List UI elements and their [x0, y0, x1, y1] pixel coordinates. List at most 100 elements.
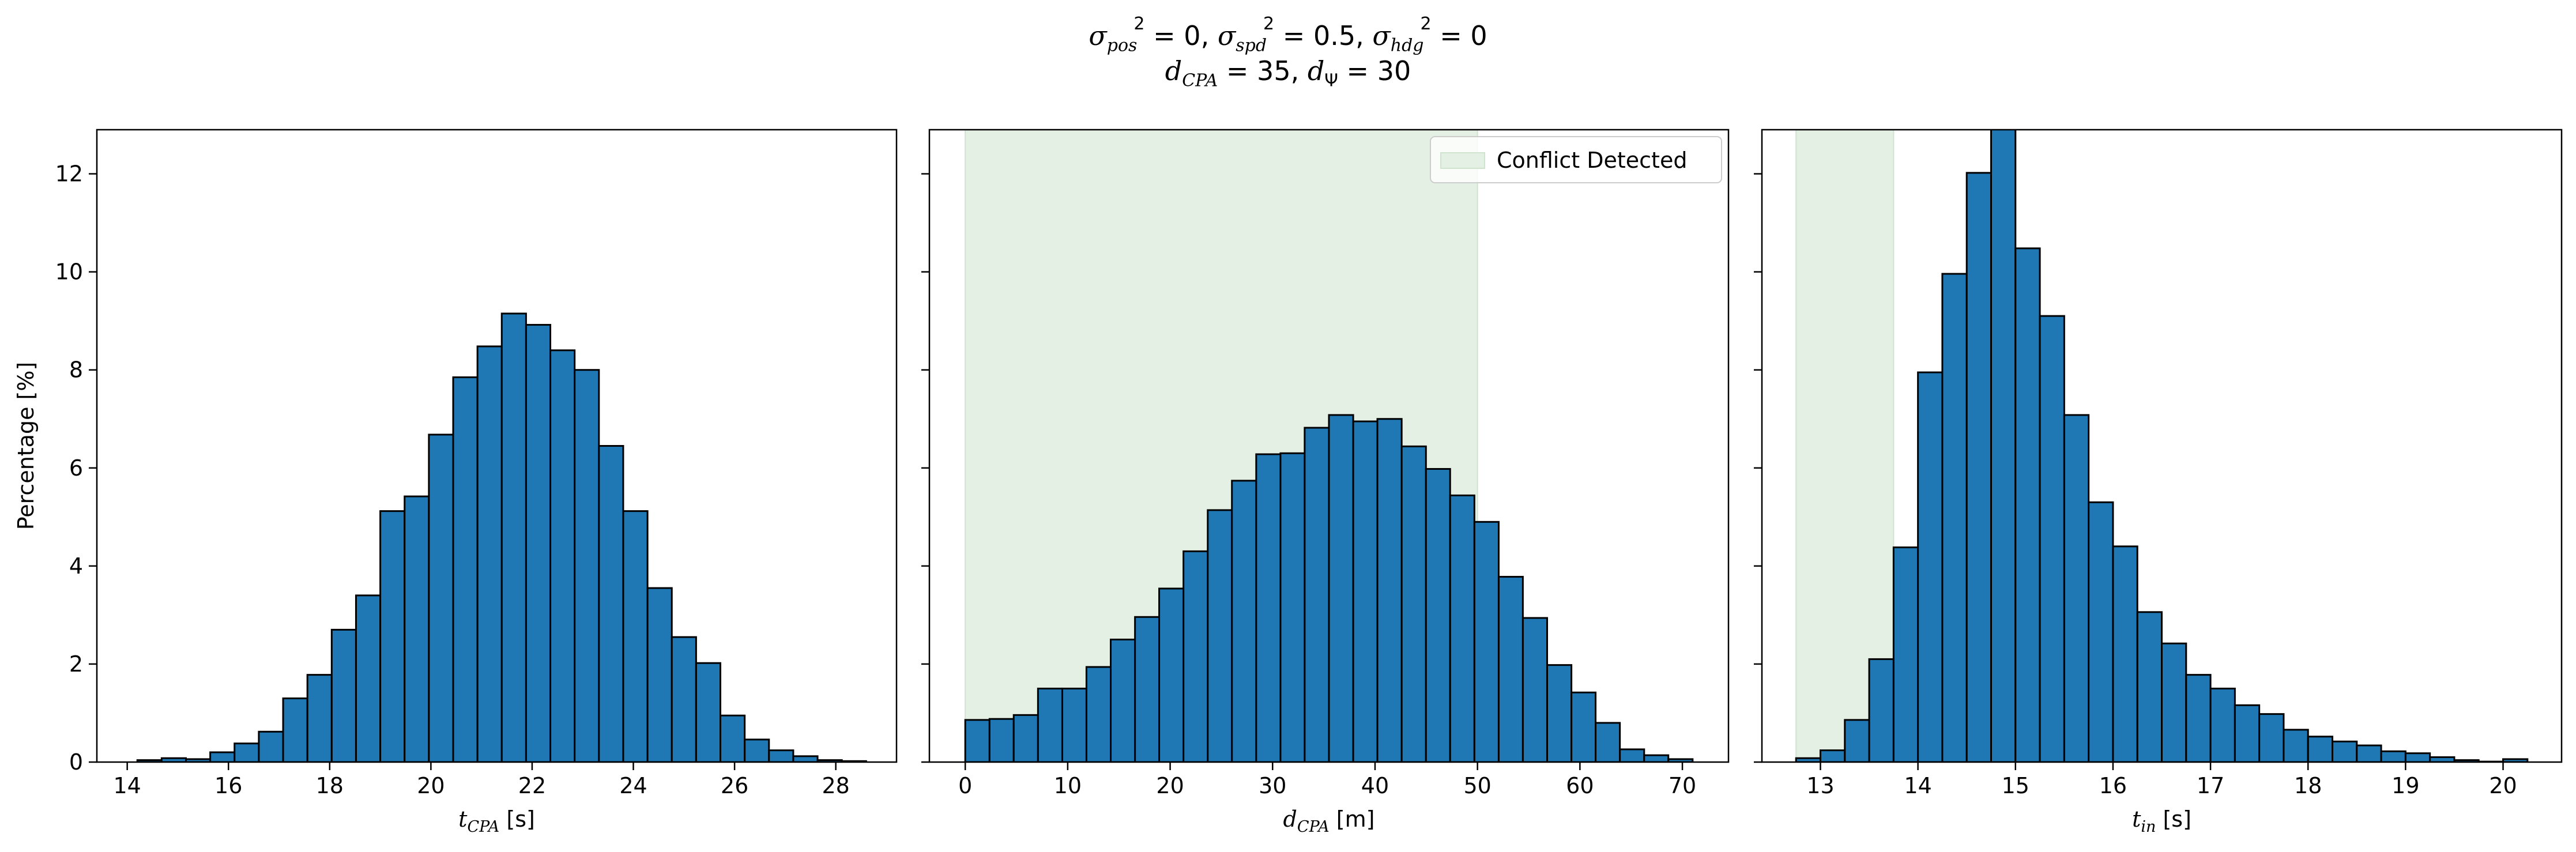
sigma-pos-value: 0	[1184, 20, 1201, 51]
x-tick-label: 0	[958, 773, 972, 798]
histogram-bar	[1279, 452, 1306, 762]
histogram-bar	[1328, 414, 1354, 762]
y-tick-label: 10	[55, 259, 83, 285]
histogram-bar	[598, 445, 624, 762]
x-tick-label: 28	[822, 773, 849, 798]
x-axis-label: tCPA [s]	[458, 806, 535, 836]
histogram-bar	[2429, 756, 2456, 762]
histogram-bar	[622, 510, 649, 762]
x-axis-label: dCPA [m]	[1283, 806, 1375, 836]
histogram-bar	[1255, 453, 1282, 762]
histogram-bar	[1182, 550, 1209, 762]
histogram-bar	[549, 349, 576, 762]
x-axis-label: tin [s]	[2132, 806, 2191, 836]
histogram-bar	[988, 718, 1015, 762]
histogram-bar	[282, 697, 308, 762]
histogram-bar	[1037, 687, 1063, 762]
histogram-bar	[404, 495, 430, 762]
histogram-bar	[1546, 664, 1573, 762]
d-psi-value: 30	[1377, 55, 1411, 86]
histogram-bar	[1522, 617, 1548, 762]
y-tick-label: 6	[69, 455, 83, 481]
axes-frame	[96, 129, 898, 763]
histogram-bar	[476, 345, 503, 762]
histogram-bar	[792, 755, 819, 762]
x-tick-label: 14	[113, 773, 141, 798]
histogram-bar	[1667, 758, 1694, 762]
histogram-bar	[1425, 468, 1451, 762]
histogram-bar	[1868, 658, 1895, 762]
plot-area	[1795, 130, 2529, 762]
histogram-bar	[646, 587, 673, 762]
x-tick-label: 10	[1054, 773, 1082, 798]
x-tick-label: 50	[1463, 773, 1491, 798]
histogram-bar	[2404, 752, 2431, 762]
histogram-bar	[1643, 754, 1670, 762]
histogram-bar	[525, 323, 552, 762]
histogram-bar	[1473, 521, 1500, 762]
x-tick-label: 22	[518, 773, 546, 798]
histogram-bar	[744, 738, 770, 762]
x-tick-label: 18	[316, 773, 344, 798]
histogram-bar	[428, 433, 454, 762]
conflict-detected-region	[1795, 130, 1895, 762]
histogram-bar	[452, 376, 479, 762]
suptitle-line-1: σpos2 = 0, σspd2 = 0.5, σhdg2 = 0	[1089, 14, 1487, 56]
histogram-bar	[1917, 371, 1944, 762]
histogram-bar	[768, 749, 794, 762]
legend-label: Conflict Detected	[1497, 148, 1687, 173]
histogram-bar	[1376, 418, 1403, 762]
histogram-bar	[1085, 666, 1112, 762]
histogram-bar	[2063, 414, 2090, 762]
histogram-bar	[1571, 691, 1597, 762]
histogram-bar	[1110, 638, 1136, 762]
x-tick-label: 26	[721, 773, 748, 798]
y-tick-label: 8	[69, 357, 83, 383]
plot-area	[136, 312, 867, 762]
histogram-bar	[2161, 642, 2187, 762]
x-tick-label: 14	[1904, 773, 1931, 798]
histogram-bar	[355, 594, 382, 762]
y-axis-label: Percentage [%]	[13, 362, 39, 530]
histogram-bar	[2307, 736, 2334, 762]
histogram-bar	[2283, 729, 2309, 762]
histogram-bar	[1619, 748, 1645, 762]
histogram-bar	[1965, 172, 1992, 762]
histogram-bar	[1352, 420, 1379, 762]
y-tick-label: 2	[69, 651, 83, 677]
histogram-bar	[1400, 445, 1427, 762]
x-tick-label: 18	[2294, 773, 2322, 798]
histogram-panel-3: 13 14 15 16 17 18 19 20 tin [s]	[1754, 129, 2563, 836]
histogram-bar	[1158, 587, 1185, 762]
histogram-bar	[1497, 576, 1524, 762]
x-tick-label: 17	[2197, 773, 2224, 798]
x-tick-label: 24	[619, 773, 647, 798]
histogram-bar	[2332, 740, 2358, 762]
legend-swatch	[1440, 152, 1485, 169]
histogram-bar	[720, 714, 746, 762]
histogram-bar	[1207, 509, 1233, 762]
histogram-bar	[2209, 687, 2236, 762]
histogram-bar	[964, 719, 991, 762]
axes-frame	[928, 129, 1730, 763]
histogram-bar	[2136, 611, 2163, 762]
histogram-bar	[209, 751, 236, 762]
x-tick-label: 20	[2489, 773, 2517, 798]
histogram-bar	[2234, 704, 2261, 762]
histogram-bar	[1061, 687, 1087, 762]
axes-frame	[1761, 129, 2563, 763]
histogram-bar	[500, 312, 527, 762]
sigma-hdg-value: 0	[1470, 20, 1487, 51]
histogram-bar	[2112, 545, 2138, 762]
x-tick-label: 30	[1259, 773, 1286, 798]
x-tick-label: 15	[2002, 773, 2029, 798]
histogram-bar	[574, 369, 600, 762]
histogram-bar	[2380, 750, 2406, 762]
legend-box	[1430, 136, 1722, 183]
histogram-bar	[1012, 714, 1039, 762]
histogram-bar	[330, 628, 357, 762]
histogram-bar	[1941, 273, 1968, 762]
x-tick-label: 16	[214, 773, 242, 798]
